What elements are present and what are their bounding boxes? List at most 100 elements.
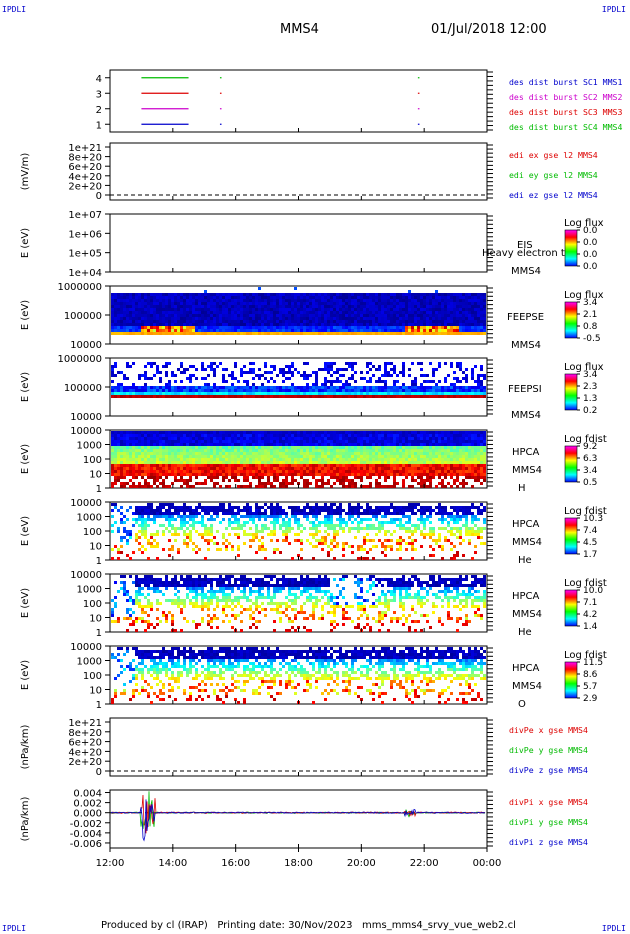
- spectrogram-cell: [285, 431, 288, 434]
- spectrogram-cell: [339, 392, 342, 395]
- spectrogram-cell: [165, 392, 168, 395]
- spectrogram-cell: [114, 362, 117, 365]
- spectrogram-cell: [261, 455, 264, 458]
- spectrogram-cell: [390, 437, 393, 440]
- spectrogram-cell: [234, 320, 237, 323]
- legend-entry: des dist burst SC1 MMS1: [509, 77, 622, 87]
- spectrogram-cell: [150, 365, 153, 368]
- spectrogram-cell: [201, 470, 204, 473]
- spectrogram-cell: [237, 311, 240, 314]
- spectrogram-cell: [312, 326, 315, 329]
- spectrogram-cell: [459, 455, 462, 458]
- spectrogram-cell: [288, 470, 291, 473]
- spectrogram-cell: [354, 470, 357, 473]
- spectrogram-cell: [348, 473, 351, 476]
- y-tick-label: 1: [96, 120, 102, 131]
- spectrogram-cell: [141, 332, 144, 335]
- spectrogram-cell: [168, 323, 171, 326]
- spectrogram-cell: [300, 431, 303, 434]
- spectrogram-cell: [267, 434, 270, 437]
- spectrogram-cell: [435, 449, 438, 452]
- spectrogram-cell: [477, 323, 480, 326]
- spectrogram-cell: [258, 392, 261, 395]
- spectrogram-cell: [252, 299, 255, 302]
- spectrogram-cell: [129, 431, 132, 434]
- spectrogram-cell: [111, 431, 114, 434]
- spectrogram-cell: [468, 473, 471, 476]
- spectrogram-cell: [477, 443, 480, 446]
- spectrogram-cell: [333, 329, 336, 332]
- spectrogram-cell: [387, 323, 390, 326]
- spectrogram-cell: [408, 464, 411, 467]
- spectrogram-cell: [282, 452, 285, 455]
- spectrogram-cell: [432, 473, 435, 476]
- spectrogram-cell: [192, 449, 195, 452]
- spectrogram-cell: [357, 326, 360, 329]
- spectrogram-cell: [126, 320, 129, 323]
- spectrogram-cell: [369, 443, 372, 446]
- spectrogram-cell: [234, 452, 237, 455]
- spectrogram-cell: [444, 386, 447, 389]
- spectrogram-cell: [330, 362, 333, 365]
- spectrogram-cell: [249, 458, 252, 461]
- spectrogram-cell: [456, 323, 459, 326]
- spectrogram-cell: [303, 308, 306, 311]
- spectrogram-cell: [435, 461, 438, 464]
- spectrogram-cell: [135, 443, 138, 446]
- spectrogram-cell: [459, 452, 462, 455]
- spectrogram-cell: [384, 332, 387, 335]
- spectrogram-cell: [168, 452, 171, 455]
- spectrogram-cell: [456, 467, 459, 470]
- spectrogram-cell: [255, 458, 258, 461]
- spectrogram-cell: [288, 305, 291, 308]
- spectrogram-cell: [483, 461, 486, 464]
- spectrogram-cell: [273, 470, 276, 473]
- spectrogram-cell: [258, 479, 261, 482]
- spectrogram-cell: [300, 332, 303, 335]
- spectrogram-cell: [339, 317, 342, 320]
- spectrogram-cell: [171, 446, 174, 449]
- spectrogram-cell: [402, 485, 405, 488]
- spectrogram-cell: [369, 440, 372, 443]
- spectrogram-cell: [117, 527, 120, 530]
- colorbar-tick-label: 3.4: [583, 466, 598, 476]
- spectrogram-cell: [327, 482, 330, 485]
- spectrogram-cell: [471, 389, 474, 392]
- spectrogram-cell: [378, 365, 381, 368]
- spectrogram-cell: [282, 293, 285, 296]
- spectrogram-cell: [141, 431, 144, 434]
- spectrogram-cell: [285, 371, 288, 374]
- spectrogram-cell: [261, 446, 264, 449]
- spectrogram-cell: [126, 377, 129, 380]
- spectrogram-cell: [345, 440, 348, 443]
- spectrogram-cell: [279, 386, 282, 389]
- spectrogram-cell: [120, 434, 123, 437]
- spectrogram-cell: [351, 389, 354, 392]
- spectrogram-cell: [345, 437, 348, 440]
- spectrogram-cell: [351, 314, 354, 317]
- spectrogram-cell: [369, 437, 372, 440]
- spectrogram-cell: [213, 395, 216, 398]
- spectrogram-cell: [423, 473, 426, 476]
- spectrogram-cell: [408, 470, 411, 473]
- spectrogram-cell: [285, 392, 288, 395]
- spectrogram-cell: [375, 314, 378, 317]
- spectrogram-cell: [120, 314, 123, 317]
- spectrogram-cell: [444, 320, 447, 323]
- spectrogram-cell: [165, 434, 168, 437]
- spectrogram-cell: [144, 299, 147, 302]
- spectrogram-cell: [348, 467, 351, 470]
- spectrogram-cell: [468, 317, 471, 320]
- spectrogram-cell: [444, 296, 447, 299]
- spectrogram-cell: [366, 440, 369, 443]
- spectrogram-cell: [444, 332, 447, 335]
- spectrogram-cell: [306, 383, 309, 386]
- spectrogram-cell: [183, 293, 186, 296]
- spectrogram-cell: [126, 482, 129, 485]
- spectrogram-cell: [231, 464, 234, 467]
- spectrogram-cell: [225, 431, 228, 434]
- spectrogram-cell: [354, 455, 357, 458]
- spectrogram-cell: [309, 470, 312, 473]
- spectrogram-cell: [183, 464, 186, 467]
- spectrogram-cell: [195, 467, 198, 470]
